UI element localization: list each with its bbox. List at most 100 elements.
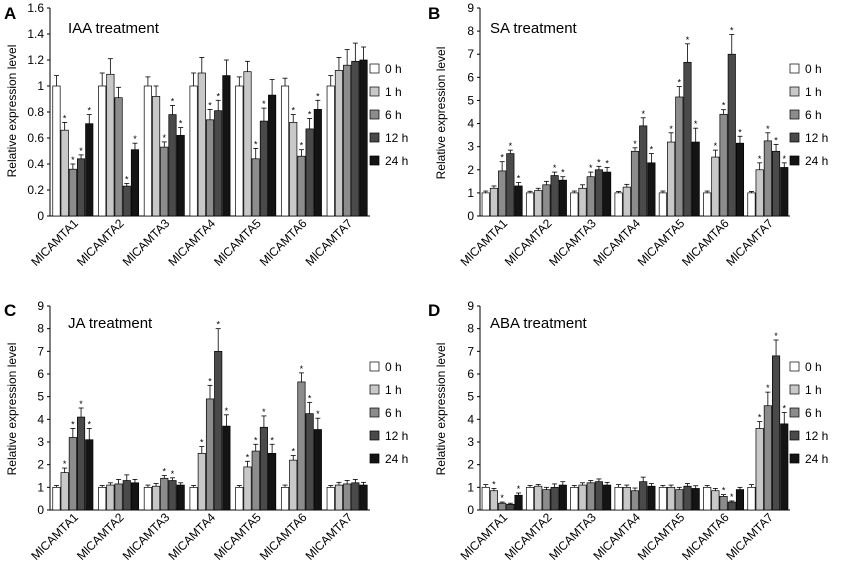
significance-mark: * xyxy=(730,26,734,36)
bar-c-mlcamta4-12h xyxy=(214,350,223,511)
y-tick-label: 7 xyxy=(37,344,44,358)
bar-b-mlcamta6-6h xyxy=(719,113,728,217)
y-tick-label: 0.4 xyxy=(27,157,44,171)
bar-c-mlcamta6-0h xyxy=(280,486,290,511)
significance-mark: * xyxy=(500,493,504,503)
bar-a-mlcamta5-24h xyxy=(268,94,277,217)
y-tick-label: 2 xyxy=(467,458,474,472)
bar-c-mlcamta7-12h xyxy=(351,482,360,511)
bar-d-mlcamta2-12h xyxy=(550,486,559,511)
significance-mark: * xyxy=(262,99,266,109)
significance-mark: * xyxy=(208,376,212,386)
y-tick-label: 0 xyxy=(467,209,474,223)
significance-mark: * xyxy=(589,163,593,173)
bar-d-mlcamta1-24h xyxy=(514,494,523,511)
significance-mark: * xyxy=(714,141,718,151)
x-category-label: MlCAMTA7 xyxy=(303,216,356,269)
x-category-label: MlCAMTA5 xyxy=(211,216,264,269)
legend-swatch xyxy=(369,109,380,120)
significance-mark: * xyxy=(171,97,175,107)
bar-b-mlcamta7-24h xyxy=(780,167,789,217)
legend-swatch xyxy=(789,86,800,97)
significance-mark: * xyxy=(686,35,690,45)
legend-label: 6 h xyxy=(385,406,402,420)
bar-d-mlcamta3-1h xyxy=(578,484,587,511)
bar-a-mlcamta5-6h xyxy=(251,158,260,217)
bar-b-mlcamta2-24h xyxy=(558,179,567,217)
bar-b-mlcamta2-6h xyxy=(542,184,551,217)
bar-c-mlcamta3-6h xyxy=(160,477,169,511)
chart-title-c: JA treatment xyxy=(68,315,153,332)
bar-d-mlcamta4-1h xyxy=(622,486,631,511)
legend-label: 1 h xyxy=(805,85,822,99)
y-tick-label: 4 xyxy=(467,117,474,131)
y-tick-label: 1.6 xyxy=(27,1,44,15)
bar-b-mlcamta3-6h xyxy=(586,176,595,217)
legend-a: 0 h 1 h 6 h 12 h 24 h xyxy=(369,62,408,168)
significance-mark: * xyxy=(500,153,504,163)
y-ticks-d: 0 1 2 3 4 5 6 7 8 9 xyxy=(467,299,790,517)
significance-mark: * xyxy=(650,145,654,155)
significance-mark: * xyxy=(492,479,496,489)
significance-mark: * xyxy=(163,133,167,143)
significance-mark: * xyxy=(316,91,320,101)
bar-d-mlcamta6-6h xyxy=(719,496,728,511)
significance-mark: * xyxy=(722,486,726,496)
legend-swatch xyxy=(369,86,380,97)
significance-mark: * xyxy=(694,119,698,129)
bar-a-mlcamta6-12h xyxy=(305,128,314,217)
legend-swatch xyxy=(369,132,380,143)
bar-d-mlcamta1-1h xyxy=(489,490,498,511)
legend-label: 6 h xyxy=(805,406,822,420)
bar-c-mlcamta3-12h xyxy=(168,480,177,511)
bar-b-mlcamta4-24h xyxy=(647,162,656,217)
significance-mark: * xyxy=(766,383,770,393)
significance-mark: * xyxy=(270,435,274,445)
significance-mark: * xyxy=(200,438,204,448)
bar-b-mlcamta4-6h xyxy=(630,150,640,217)
legend-c: 0 h 1 h 6 h 12 h 24 h xyxy=(369,360,408,466)
bar-d-mlcamta4-24h xyxy=(647,485,656,511)
bars-d: * * * * * * * * * xyxy=(481,331,789,511)
legend-label: 0 h xyxy=(385,62,402,76)
bar-a-mlcamta3-12h xyxy=(168,114,177,217)
x-categories-b: MlCAMTA1MlCAMTA2MlCAMTA3MlCAMTA4MlCAMTA5… xyxy=(458,216,777,269)
y-tick-label: 5 xyxy=(467,93,474,107)
legend-swatch xyxy=(369,361,380,372)
bar-c-mlcamta7-1h xyxy=(334,484,343,511)
bar-d-mlcamta7-6h xyxy=(763,405,772,511)
legend-swatch xyxy=(369,155,380,166)
significance-mark: * xyxy=(63,113,67,123)
significance-mark: * xyxy=(262,407,266,417)
panel-d-aba: D ABA treatment Relative expression leve… xyxy=(428,299,828,563)
bars-c: * * * * * * * * * * * * * * * * * * xyxy=(52,320,368,511)
significance-mark: * xyxy=(553,163,557,173)
bar-a-mlcamta6-1h xyxy=(289,122,298,217)
legend-label: 0 h xyxy=(805,62,822,76)
bar-b-mlcamta5-12h xyxy=(683,61,692,217)
bar-c-mlcamta4-6h xyxy=(205,398,215,511)
x-category-label: MlCAMTA1 xyxy=(28,216,81,269)
panel-b-sa: B SA treatment Relative expression level… xyxy=(428,1,828,269)
bar-b-mlcamta7-0h xyxy=(747,192,756,217)
bar-b-mlcamta3-1h xyxy=(578,187,587,217)
significance-mark: * xyxy=(87,106,91,116)
x-categories-d: MlCAMTA1MlCAMTA2MlCAMTA3MlCAMTA4MlCAMTA5… xyxy=(458,510,777,563)
significance-mark: * xyxy=(758,154,762,164)
bar-b-mlcamta2-12h xyxy=(550,175,559,217)
legend-label: 6 h xyxy=(805,108,822,122)
bar-a-mlcamta1-12h xyxy=(77,158,86,217)
panel-letter-a: A xyxy=(4,4,16,23)
bar-a-mlcamta2-1h xyxy=(106,73,115,217)
significance-mark: * xyxy=(125,175,129,185)
legend-label: 1 h xyxy=(385,383,402,397)
y-tick-label: 7 xyxy=(467,344,474,358)
x-category-label: MlCAMTA6 xyxy=(257,510,310,563)
bar-a-mlcamta2-24h xyxy=(130,149,140,217)
y-tick-label: 0.8 xyxy=(27,105,44,119)
x-category-label: MlCAMTA7 xyxy=(723,510,776,563)
y-tick-label: 9 xyxy=(37,299,44,313)
bar-a-mlcamta3-6h xyxy=(160,146,169,217)
bar-c-mlcamta7-24h xyxy=(359,484,368,511)
